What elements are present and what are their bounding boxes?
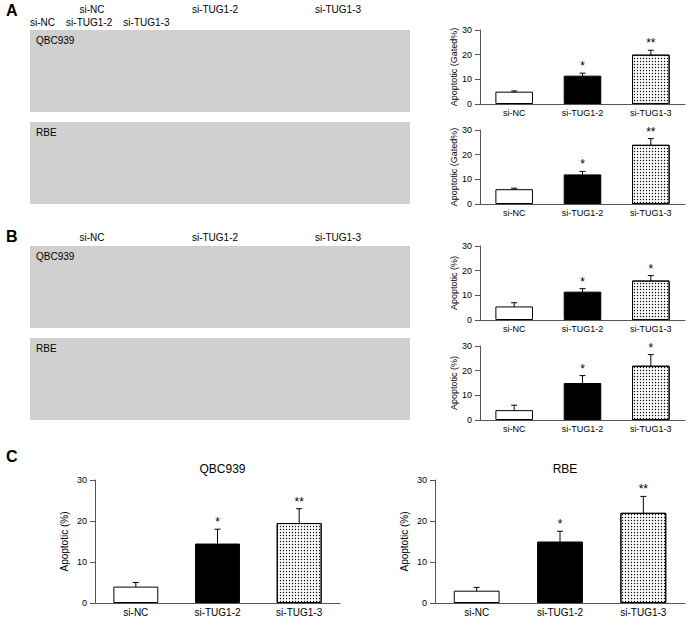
svg-text:si-NC: si-NC — [80, 4, 105, 15]
svg-text:10: 10 — [462, 390, 472, 400]
svg-text:si-NC: si-NC — [123, 607, 148, 618]
svg-text:si-TUG1-3: si-TUG1-3 — [630, 324, 672, 334]
svg-text:20: 20 — [462, 366, 472, 376]
svg-text:si-NC: si-NC — [80, 232, 105, 243]
svg-text:30: 30 — [462, 25, 472, 35]
svg-text:0: 0 — [467, 315, 472, 325]
svg-text:si-TUG1-2: si-TUG1-2 — [562, 208, 604, 218]
svg-text:**: ** — [294, 495, 304, 509]
svg-text:si-TUG1-3: si-TUG1-3 — [630, 424, 672, 434]
svg-text:10: 10 — [77, 557, 87, 567]
svg-text:20: 20 — [417, 516, 427, 526]
svg-text:10: 10 — [462, 74, 472, 84]
svg-text:*: * — [580, 157, 585, 171]
svg-text:Apoptotic (%): Apoptotic (%) — [449, 256, 459, 310]
svg-text:QBC939: QBC939 — [199, 462, 245, 476]
svg-text:si-NC si-TUG1-2 si-TUG1-: si-NC si-TUG1-2 si-TUG1-3 — [30, 17, 170, 28]
svg-text:**: ** — [639, 482, 649, 496]
svg-text:RBE: RBE — [36, 127, 57, 138]
svg-text:Apoptotic (Gated%): Apoptotic (Gated%) — [449, 28, 459, 107]
svg-text:*: * — [558, 517, 563, 531]
svg-text:30: 30 — [462, 125, 472, 135]
svg-text:si-NC: si-NC — [464, 607, 489, 618]
svg-text:QBC939: QBC939 — [36, 35, 75, 46]
svg-text:si-TUG1-3: si-TUG1-3 — [315, 232, 362, 243]
svg-text:B: B — [6, 228, 18, 245]
svg-text:Apoptotic (%): Apoptotic (%) — [399, 511, 410, 571]
svg-text:Apoptotic (%): Apoptotic (%) — [59, 511, 70, 571]
svg-text:si-TUG1-3: si-TUG1-3 — [276, 607, 323, 618]
svg-text:Apoptotic (%): Apoptotic (%) — [449, 356, 459, 410]
svg-text:0: 0 — [467, 199, 472, 209]
svg-text:si-TUG1-3: si-TUG1-3 — [620, 607, 667, 618]
svg-text:0: 0 — [467, 415, 472, 425]
svg-text:si-TUG1-3: si-TUG1-3 — [315, 4, 362, 15]
svg-text:20: 20 — [77, 516, 87, 526]
svg-text:RBE: RBE — [36, 343, 57, 354]
svg-text:si-TUG1-2: si-TUG1-2 — [192, 4, 239, 15]
svg-text:*: * — [648, 341, 653, 355]
svg-text:C: C — [6, 448, 18, 465]
svg-text:A: A — [6, 2, 18, 19]
svg-text:QBC939: QBC939 — [36, 251, 75, 262]
svg-text:0: 0 — [467, 99, 472, 109]
svg-text:RBE: RBE — [553, 462, 578, 476]
svg-text:**: ** — [646, 36, 656, 50]
svg-text:si-NC: si-NC — [503, 208, 526, 218]
svg-text:si-NC: si-NC — [503, 108, 526, 118]
svg-text:30: 30 — [417, 475, 427, 485]
svg-text:si-TUG1-3: si-TUG1-3 — [630, 108, 672, 118]
svg-text:10: 10 — [462, 174, 472, 184]
svg-text:si-TUG1-3: si-TUG1-3 — [630, 208, 672, 218]
svg-text:*: * — [580, 275, 585, 289]
svg-text:*: * — [580, 59, 585, 73]
svg-text:si-NC: si-NC — [503, 424, 526, 434]
svg-text:*: * — [648, 262, 653, 276]
svg-text:si-TUG1-2: si-TUG1-2 — [192, 232, 239, 243]
svg-text:si-TUG1-2: si-TUG1-2 — [194, 607, 241, 618]
svg-text:30: 30 — [462, 241, 472, 251]
svg-text:**: ** — [646, 125, 656, 139]
svg-text:0: 0 — [422, 598, 427, 608]
svg-text:si-NC: si-NC — [503, 324, 526, 334]
svg-text:0: 0 — [82, 598, 87, 608]
svg-text:Apoptotic (Gated%): Apoptotic (Gated%) — [449, 128, 459, 207]
svg-text:10: 10 — [417, 557, 427, 567]
svg-text:30: 30 — [462, 341, 472, 351]
svg-text:10: 10 — [462, 290, 472, 300]
svg-text:20: 20 — [462, 266, 472, 276]
svg-text:si-TUG1-2: si-TUG1-2 — [562, 324, 604, 334]
svg-text:*: * — [580, 362, 585, 376]
svg-text:si-TUG1-2: si-TUG1-2 — [562, 108, 604, 118]
svg-text:si-TUG1-2: si-TUG1-2 — [537, 607, 584, 618]
svg-text:*: * — [215, 515, 220, 529]
svg-text:20: 20 — [462, 50, 472, 60]
svg-text:20: 20 — [462, 150, 472, 160]
svg-text:si-TUG1-2: si-TUG1-2 — [562, 424, 604, 434]
svg-text:30: 30 — [77, 475, 87, 485]
